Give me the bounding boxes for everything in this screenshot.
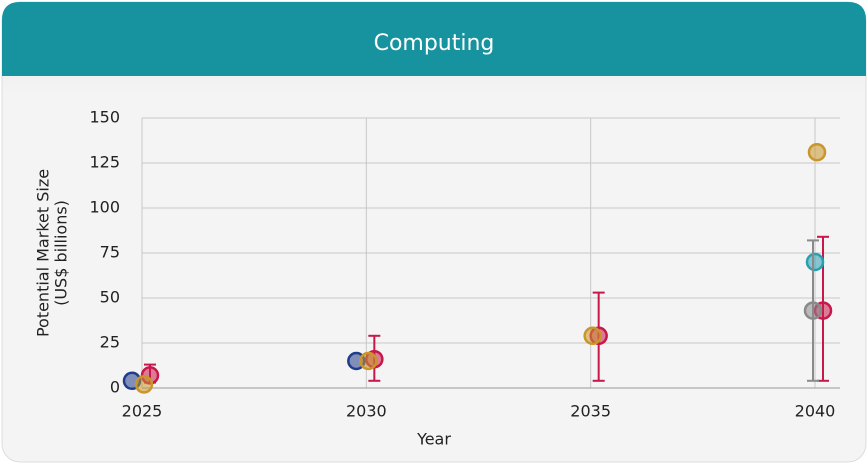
header bbox=[2, 2, 866, 76]
point bbox=[134, 375, 154, 394]
x-axis-label: Year bbox=[416, 430, 451, 449]
y-tick-label: 0 bbox=[110, 378, 120, 397]
y-axis-label-line: (US$ billions) bbox=[52, 200, 71, 306]
y-tick-label: 25 bbox=[100, 333, 120, 352]
chart-title: Computing bbox=[374, 31, 495, 56]
x-tick-label: 2025 bbox=[122, 402, 163, 421]
y-tick-label: 125 bbox=[89, 153, 120, 172]
x-tick-label: 2040 bbox=[795, 402, 836, 421]
y-tick-label: 150 bbox=[89, 108, 120, 127]
y-axis-label-line: Potential Market Size bbox=[34, 169, 53, 337]
point bbox=[359, 351, 378, 371]
point bbox=[805, 252, 825, 272]
x-tick-label: 2030 bbox=[346, 402, 387, 421]
y-tick-label: 100 bbox=[89, 198, 120, 217]
point bbox=[803, 301, 823, 320]
point bbox=[583, 326, 602, 346]
y-tick-label: 50 bbox=[100, 288, 120, 307]
x-tick-label: 2035 bbox=[570, 402, 611, 421]
point bbox=[807, 142, 827, 162]
y-tick-label: 75 bbox=[100, 243, 120, 262]
y-axis-label: Potential Market Size (US$ billions) bbox=[34, 169, 71, 337]
